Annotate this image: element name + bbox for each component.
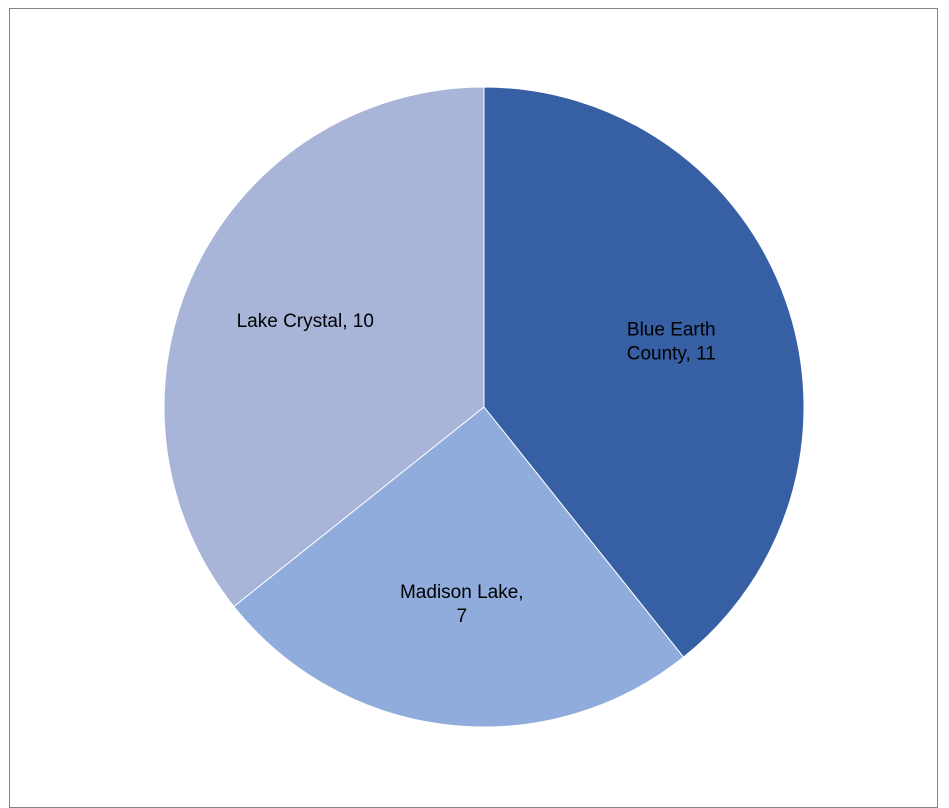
pie-slice-blue-earth-county — [483, 86, 805, 658]
pie-slices — [163, 86, 805, 728]
pie-slice-lake-crystal — [163, 86, 485, 608]
pie-slice-madison-lake — [233, 406, 685, 728]
data-label-lake-crystal: Lake Crystal, 10 — [237, 311, 374, 332]
chart-area: Blue Earth County, 11 Madison Lake, 7 Lake C… — [9, 8, 938, 808]
data-label-blue-earth-county: Blue Earth County, 11 — [627, 319, 716, 364]
pie-chart: Blue Earth County, 11 Madison Lake, 7 Lake C… — [163, 86, 805, 728]
pie-data-labels: Blue Earth County, 11 Madison Lake, 7 Lake C… — [237, 311, 716, 627]
data-label-madison-lake: Madison Lake, 7 — [400, 582, 524, 627]
